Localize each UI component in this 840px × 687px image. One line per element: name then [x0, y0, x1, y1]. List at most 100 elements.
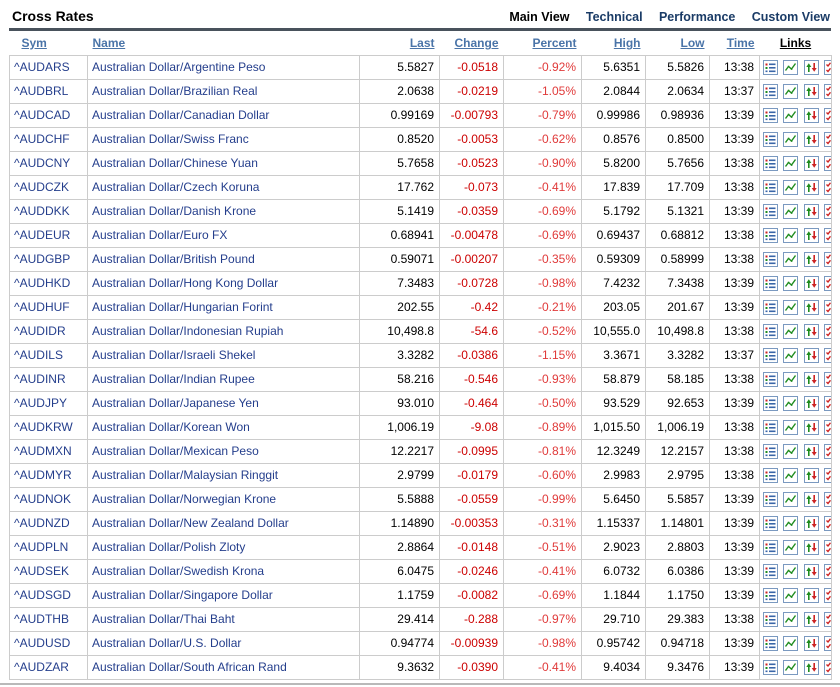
up-down-arrows-icon[interactable]	[803, 612, 819, 628]
up-down-arrows-icon[interactable]	[803, 348, 819, 364]
chart-icon[interactable]	[783, 564, 799, 580]
nav-technical[interactable]: Technical	[585, 10, 643, 24]
checklist-icon[interactable]	[824, 444, 831, 460]
checklist-icon[interactable]	[824, 276, 831, 292]
quote-icon[interactable]	[763, 612, 778, 628]
up-down-arrows-icon[interactable]	[803, 180, 819, 196]
chart-icon[interactable]	[783, 612, 799, 628]
up-down-arrows-icon[interactable]	[803, 276, 819, 292]
col-header-name[interactable]: Name	[92, 36, 126, 50]
symbol-link[interactable]: ^AUDHUF	[14, 300, 70, 314]
quote-icon[interactable]	[763, 636, 778, 652]
symbol-link[interactable]: ^AUDIDR	[14, 324, 66, 338]
name-link[interactable]: Australian Dollar/Czech Koruna	[92, 180, 260, 194]
name-link[interactable]: Australian Dollar/South African Rand	[92, 660, 287, 674]
up-down-arrows-icon[interactable]	[803, 108, 819, 124]
symbol-link[interactable]: ^AUDZAR	[14, 660, 69, 674]
chart-icon[interactable]	[783, 156, 799, 172]
chart-icon[interactable]	[783, 372, 799, 388]
name-link[interactable]: Australian Dollar/Indonesian Rupiah	[92, 324, 284, 338]
symbol-link[interactable]: ^AUDSEK	[14, 564, 69, 578]
chart-icon[interactable]	[783, 300, 799, 316]
up-down-arrows-icon[interactable]	[803, 204, 819, 220]
chart-icon[interactable]	[783, 516, 799, 532]
name-link[interactable]: Australian Dollar/Indian Rupee	[92, 372, 255, 386]
quote-icon[interactable]	[763, 564, 778, 580]
quote-icon[interactable]	[763, 132, 778, 148]
col-header-change[interactable]: Change	[454, 36, 499, 50]
chart-icon[interactable]	[783, 660, 799, 676]
chart-icon[interactable]	[783, 276, 799, 292]
name-link[interactable]: Australian Dollar/Israeli Shekel	[92, 348, 256, 362]
quote-icon[interactable]	[763, 540, 778, 556]
symbol-link[interactable]: ^AUDCHF	[14, 132, 70, 146]
quote-icon[interactable]	[763, 516, 778, 532]
name-link[interactable]: Australian Dollar/Singapore Dollar	[92, 588, 273, 602]
symbol-link[interactable]: ^AUDNZD	[14, 516, 70, 530]
checklist-icon[interactable]	[824, 228, 831, 244]
symbol-link[interactable]: ^AUDGBP	[14, 252, 71, 266]
chart-icon[interactable]	[783, 180, 799, 196]
checklist-icon[interactable]	[824, 180, 831, 196]
checklist-icon[interactable]	[824, 60, 831, 76]
chart-icon[interactable]	[783, 228, 799, 244]
symbol-link[interactable]: ^AUDBRL	[14, 84, 69, 98]
nav-performance[interactable]: Performance	[658, 10, 736, 24]
checklist-icon[interactable]	[824, 132, 831, 148]
symbol-link[interactable]: ^AUDCZK	[14, 180, 69, 194]
quote-icon[interactable]	[763, 60, 778, 76]
up-down-arrows-icon[interactable]	[803, 324, 819, 340]
symbol-link[interactable]: ^AUDCNY	[14, 156, 71, 170]
quote-icon[interactable]	[763, 468, 778, 484]
symbol-link[interactable]: ^AUDDKK	[14, 204, 70, 218]
name-link[interactable]: Australian Dollar/Swedish Krona	[92, 564, 265, 578]
quote-icon[interactable]	[763, 588, 778, 604]
up-down-arrows-icon[interactable]	[803, 636, 819, 652]
up-down-arrows-icon[interactable]	[803, 84, 819, 100]
up-down-arrows-icon[interactable]	[803, 564, 819, 580]
symbol-link[interactable]: ^AUDUSD	[14, 636, 71, 650]
chart-icon[interactable]	[783, 396, 799, 412]
quote-icon[interactable]	[763, 276, 778, 292]
name-link[interactable]: Australian Dollar/Argentine Peso	[92, 60, 266, 74]
col-header-percent[interactable]: Percent	[532, 36, 577, 50]
chart-icon[interactable]	[783, 468, 799, 484]
checklist-icon[interactable]	[824, 324, 831, 340]
up-down-arrows-icon[interactable]	[803, 300, 819, 316]
name-link[interactable]: Australian Dollar/Polish Zloty	[92, 540, 246, 554]
chart-icon[interactable]	[783, 540, 799, 556]
col-header-time[interactable]: Time	[726, 36, 755, 50]
quote-icon[interactable]	[763, 492, 778, 508]
checklist-icon[interactable]	[824, 156, 831, 172]
quote-icon[interactable]	[763, 252, 778, 268]
quote-icon[interactable]	[763, 156, 778, 172]
name-link[interactable]: Australian Dollar/Korean Won	[92, 420, 250, 434]
up-down-arrows-icon[interactable]	[803, 60, 819, 76]
symbol-link[interactable]: ^AUDMYR	[14, 468, 72, 482]
chart-icon[interactable]	[783, 348, 799, 364]
name-link[interactable]: Australian Dollar/Thai Baht	[92, 612, 235, 626]
name-link[interactable]: Australian Dollar/Mexican Peso	[92, 444, 259, 458]
symbol-link[interactable]: ^AUDPLN	[14, 540, 69, 554]
symbol-link[interactable]: ^AUDILS	[14, 348, 63, 362]
chart-icon[interactable]	[783, 492, 799, 508]
quote-icon[interactable]	[763, 372, 778, 388]
quote-icon[interactable]	[763, 660, 778, 676]
up-down-arrows-icon[interactable]	[803, 588, 819, 604]
chart-icon[interactable]	[783, 588, 799, 604]
up-down-arrows-icon[interactable]	[803, 372, 819, 388]
quote-icon[interactable]	[763, 204, 778, 220]
up-down-arrows-icon[interactable]	[803, 444, 819, 460]
col-header-high[interactable]: High	[613, 36, 641, 50]
name-link[interactable]: Australian Dollar/Danish Krone	[92, 204, 257, 218]
checklist-icon[interactable]	[824, 540, 831, 556]
up-down-arrows-icon[interactable]	[803, 516, 819, 532]
chart-icon[interactable]	[783, 132, 799, 148]
symbol-link[interactable]: ^AUDNOK	[14, 492, 71, 506]
name-link[interactable]: Australian Dollar/U.S. Dollar	[92, 636, 242, 650]
chart-icon[interactable]	[783, 420, 799, 436]
symbol-link[interactable]: ^AUDTHB	[14, 612, 69, 626]
col-header-last[interactable]: Last	[409, 36, 435, 50]
name-link[interactable]: Australian Dollar/Brazilian Real	[92, 84, 258, 98]
chart-icon[interactable]	[783, 324, 799, 340]
